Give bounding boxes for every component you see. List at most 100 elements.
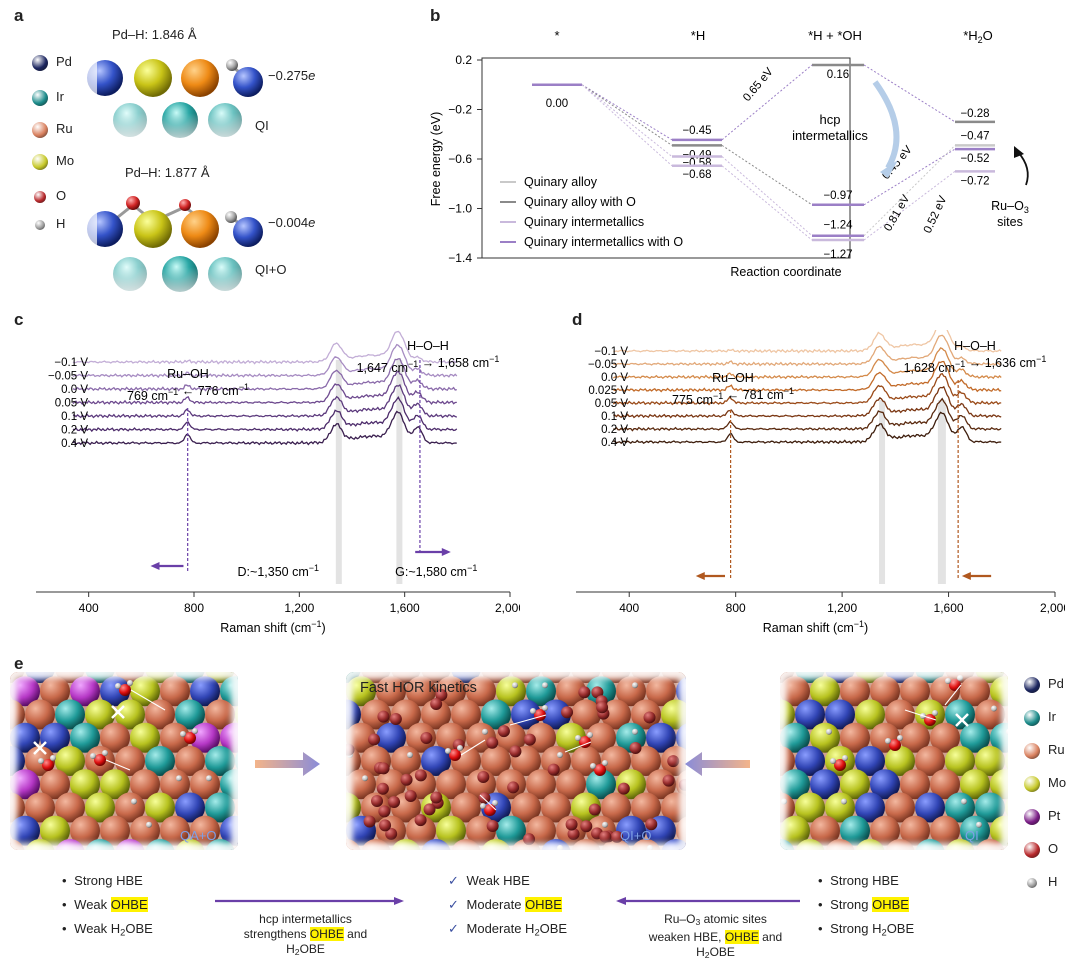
spectrum-line: [72, 358, 457, 392]
ru-oh-title: Ru–OH: [167, 367, 209, 381]
atom: [55, 792, 85, 823]
xtick-label: 800: [184, 601, 204, 615]
atom: [900, 722, 930, 753]
atom: [40, 769, 70, 800]
surface-o: [507, 781, 520, 794]
atom: [10, 676, 40, 707]
atom-legend-label: Mo: [1048, 775, 1067, 790]
atom: [160, 769, 190, 800]
ytick-label: −1.4: [448, 251, 472, 265]
atom: [631, 792, 661, 823]
atom: [145, 792, 175, 823]
oh-oxygen: [42, 759, 54, 771]
surface-o: [567, 828, 580, 841]
blocked-path-icon: [955, 713, 969, 727]
level-connector: [581, 84, 673, 146]
atom: [160, 676, 190, 707]
atom: [691, 700, 721, 730]
surface-o: [385, 827, 398, 840]
image-label-qa-o: QA+O: [180, 828, 217, 843]
atom: [735, 839, 765, 869]
atom: [840, 676, 870, 707]
adsorbed-h: [692, 775, 698, 781]
property-bullet: • Weak H2OBE: [62, 921, 153, 938]
energy-level-label: 0.16: [827, 69, 849, 81]
atom: [25, 792, 55, 823]
oh-oxygen: [119, 684, 131, 696]
spectrum-line: [613, 330, 1002, 354]
annotation-sites: sites: [997, 215, 1023, 229]
atom: [735, 700, 765, 730]
spectrum-line: [72, 396, 458, 433]
surface-o: [611, 830, 624, 843]
atom: [975, 699, 1005, 730]
surface-o: [509, 745, 522, 758]
atom: [810, 722, 840, 753]
atom: [190, 815, 220, 846]
surface-o: [376, 782, 389, 795]
oh-hydrogen: [587, 732, 593, 738]
atom: [616, 676, 646, 707]
atom: [915, 792, 945, 823]
atom: [586, 722, 616, 753]
surface-image-qi-o: [301, 660, 728, 850]
oh-hydrogen: [492, 800, 498, 806]
xlabel: Reaction coordinate: [730, 265, 841, 279]
atom: [945, 699, 975, 730]
structure-label-qi: QI: [255, 118, 269, 133]
atom-swatch-ir-icon: [32, 89, 48, 106]
surface-o: [420, 732, 433, 745]
atom: [945, 746, 975, 776]
atom: [631, 746, 661, 776]
atom: [691, 660, 721, 683]
ytick-label: −0.6: [448, 152, 472, 166]
atom: [0, 816, 10, 846]
oh-oxygen: [594, 764, 606, 776]
atom: [795, 699, 825, 730]
atom: [301, 793, 331, 823]
atom: [481, 746, 511, 776]
adsorbed-h: [841, 798, 847, 805]
potential-label: 0.1 V: [601, 411, 628, 423]
spectrum-line: [613, 347, 1002, 380]
atom: [750, 816, 780, 846]
column-header: *: [554, 28, 559, 43]
atom-legend-label: Ir: [1048, 709, 1056, 724]
adsorbed-h: [722, 822, 728, 828]
surface-o: [588, 803, 601, 816]
oh-hydrogen: [115, 683, 121, 689]
property-bullet: • Strong OHBE: [818, 897, 909, 912]
surface-o: [486, 820, 499, 833]
d-band-label: D:~1,350 cm−1: [238, 563, 319, 579]
atom: [205, 746, 235, 776]
oh-oxygen: [184, 732, 196, 744]
level-connector: [721, 165, 813, 241]
structure-label-qi-o: QI+O: [255, 262, 287, 277]
atom: [750, 723, 780, 753]
oh-hydrogen: [530, 708, 536, 714]
atom: [70, 676, 100, 707]
atom-legend-e-item-pt: Pt: [1024, 808, 1060, 825]
h-o-h-shift: 1,647 cm−1 → 1,658 cm−1: [357, 354, 500, 375]
surface-o: [629, 741, 642, 754]
surface-o: [617, 782, 630, 795]
spectrum-line: [613, 385, 1002, 419]
surface-o: [497, 725, 510, 738]
surface-o: [547, 763, 560, 776]
oh-hydrogen: [842, 755, 848, 761]
atom: [840, 769, 870, 800]
xtick-label: 1,600: [934, 601, 964, 615]
oh-hydrogen: [445, 748, 451, 754]
atomic-structures-a: [85, 57, 263, 295]
atom: [391, 746, 421, 776]
atom: [316, 816, 346, 846]
ylabel: Free energy (eV): [429, 112, 443, 206]
atom: [0, 723, 10, 753]
potential-label: 0.2 V: [61, 425, 88, 437]
atom: [100, 676, 130, 707]
atom: [780, 769, 810, 800]
level-connector: [581, 84, 673, 141]
surface-o: [486, 736, 499, 749]
adsorbed-h: [512, 682, 518, 689]
path-arrow: [479, 794, 497, 811]
